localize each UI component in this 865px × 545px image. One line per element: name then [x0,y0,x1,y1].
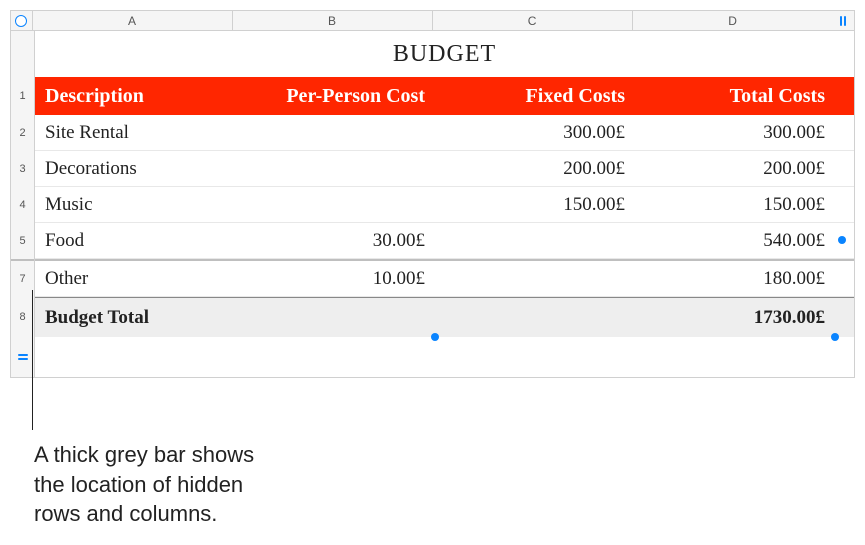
table-cell[interactable]: 10.00£ [235,268,435,290]
row-header[interactable]: 2 [11,115,35,151]
table-cell[interactable]: 300.00£ [635,122,835,144]
caption-line: rows and columns. [34,499,254,529]
column-header[interactable]: D [633,11,833,31]
table-cell[interactable]: Decorations [35,158,235,180]
table-cell[interactable]: Other [35,268,235,290]
selection-handle-icon[interactable] [831,333,839,341]
caption-line: A thick grey bar shows [34,440,254,470]
table-cell[interactable]: 200.00£ [435,158,635,180]
row-header[interactable]: 1 [11,77,35,115]
table-header-cell[interactable]: Fixed Costs [435,85,635,108]
row-header[interactable]: 5 [11,223,35,259]
table-row[interactable]: Site Rental 300.00£300.00£ [35,115,854,151]
sheet-title: BUDGET [393,41,496,68]
column-header[interactable]: B [233,11,433,31]
column-header[interactable]: C [433,11,633,31]
table-cell[interactable]: 200.00£ [635,158,835,180]
caption-line: the location of hidden [34,470,254,500]
row-header-spacer [11,31,35,77]
table-header-cell[interactable]: Per-Person Cost [235,85,435,108]
spreadsheet-window: ABCD 1234578 BUDGET DescriptionPer-Perso… [10,10,855,378]
table-cell[interactable]: 30.00£ [235,230,435,252]
row-header[interactable]: 3 [11,151,35,187]
equals-handle-icon [17,351,29,363]
sheet-content: BUDGET DescriptionPer-Person CostFixed C… [35,31,854,377]
row-header[interactable]: 4 [11,187,35,223]
table-cell[interactable]: 300.00£ [435,122,635,144]
selection-handle-icon[interactable] [838,236,846,244]
table-header-cell[interactable]: Total Costs [635,85,835,108]
table-row[interactable]: Food30.00£ 540.00£ [35,223,854,259]
annotation-caption: A thick grey bar shows the location of h… [34,440,254,529]
table-row[interactable]: Decorations 200.00£200.00£ [35,151,854,187]
table-row[interactable]: Other10.00£ 180.00£ [35,261,854,297]
table-header-cell[interactable]: Description [35,85,235,108]
table-row[interactable]: Music 150.00£150.00£ [35,187,854,223]
table-cell[interactable]: Budget Total [35,307,235,329]
table-cell[interactable]: 150.00£ [435,194,635,216]
column-header[interactable]: A [33,11,233,31]
circle-handle-icon [15,15,27,27]
table-cell[interactable]: 180.00£ [635,268,835,290]
table-cell[interactable]: 540.00£ [635,230,835,252]
data-table: DescriptionPer-Person CostFixed CostsTot… [35,77,854,337]
table-header-row: DescriptionPer-Person CostFixed CostsTot… [35,77,854,115]
table-cell[interactable]: 1730.00£ [635,307,835,329]
bars-handle-icon [837,15,849,27]
column-end-handle[interactable] [833,11,854,31]
table-cell[interactable]: Site Rental [35,122,235,144]
table-cell[interactable]: Food [35,230,235,252]
title-row: BUDGET [35,31,854,77]
table-cell[interactable]: 150.00£ [635,194,835,216]
table-cell[interactable]: Music [35,194,235,216]
column-header-row: ABCD [11,11,854,31]
empty-area[interactable] [35,337,854,377]
table-total-row[interactable]: Budget Total 1730.00£ [35,297,854,337]
selection-handle-icon[interactable] [431,333,439,341]
callout-line [32,290,33,430]
select-all-handle[interactable] [11,11,33,31]
